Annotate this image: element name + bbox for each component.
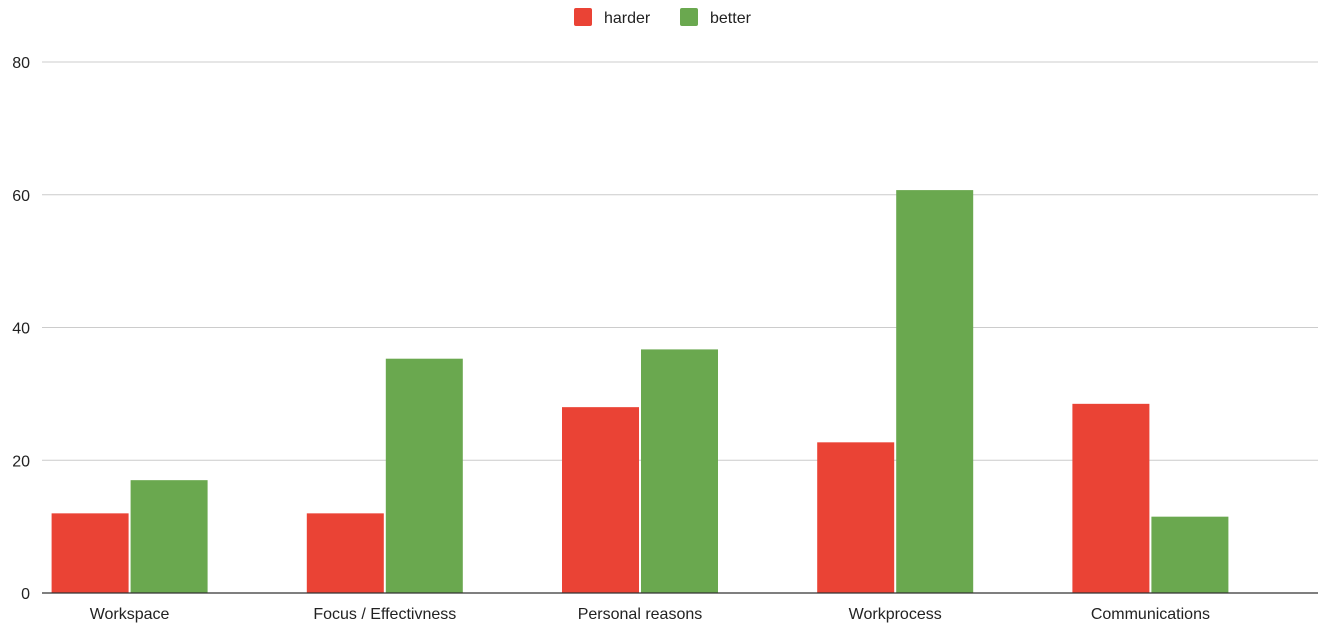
bar-harder[interactable] [52,513,129,593]
y-tick-label: 40 [12,321,30,338]
y-tick-label: 0 [21,586,30,603]
x-axis-labels: Workspace Focus / Effectivness Personal re… [90,606,1210,623]
bar-better[interactable] [1151,517,1228,593]
y-tick-label: 80 [12,55,30,72]
bar-harder[interactable] [1072,404,1149,593]
y-axis-ticks: 0 20 40 60 80 [12,55,30,603]
legend[interactable]: harder better [574,8,752,27]
x-tick-label: Communications [1091,606,1210,623]
bar-better[interactable] [386,359,463,593]
bar-better[interactable] [131,480,208,593]
legend-item-better[interactable]: better [680,8,752,27]
legend-swatch [574,8,592,26]
bar-harder[interactable] [307,513,384,593]
y-tick-label: 20 [12,453,30,470]
x-tick-label: Personal reasons [578,606,703,623]
x-tick-label: Workspace [90,606,170,623]
legend-label: better [710,10,752,27]
bars [52,190,1229,593]
bar-better[interactable] [896,190,973,593]
x-tick-label: Focus / Effectivness [313,606,456,623]
legend-label: harder [604,10,651,27]
bar-better[interactable] [641,349,718,593]
legend-swatch [680,8,698,26]
bar-harder[interactable] [817,442,894,593]
legend-item-harder[interactable]: harder [574,8,651,27]
y-tick-label: 60 [12,188,30,205]
bar-harder[interactable] [562,407,639,593]
x-tick-label: Workprocess [849,606,942,623]
